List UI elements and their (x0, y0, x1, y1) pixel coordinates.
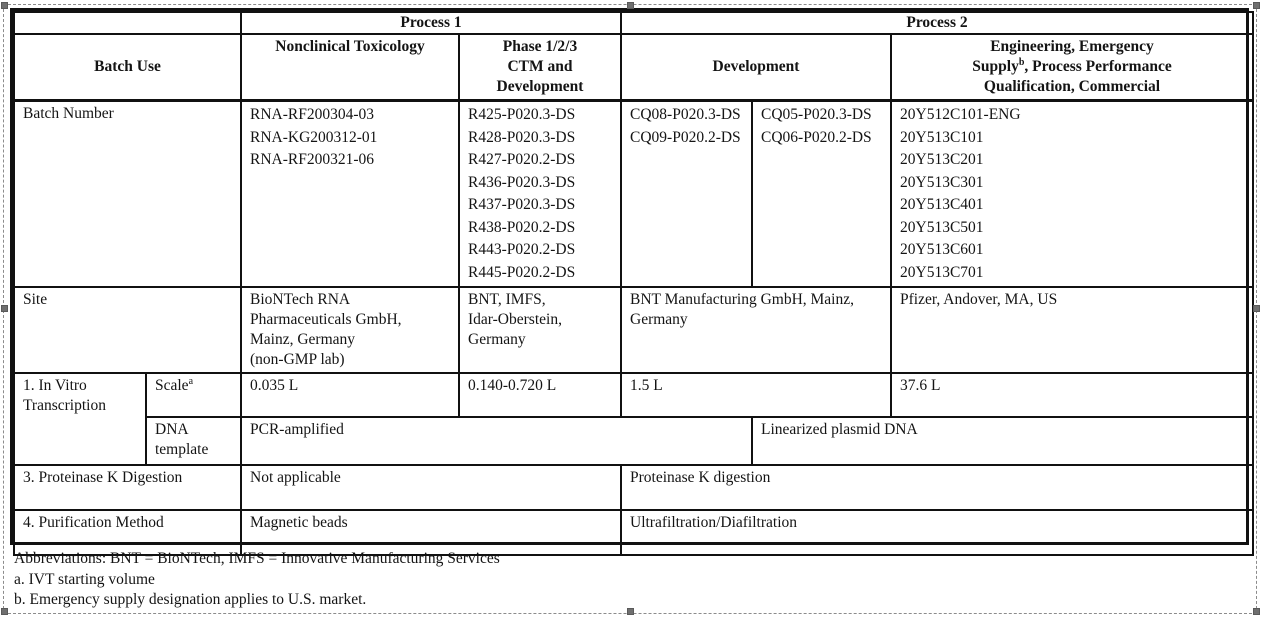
footnote-b-marker: b (1018, 56, 1025, 68)
cell-site-nonclinical: BioNTech RNA Pharmaceuticals GmbH, Mainz… (240, 286, 460, 374)
cell-batch-number-phase: R425-P020.3-DS R428-P020.3-DS R427-P020.… (458, 99, 622, 288)
footnote-block: Abbreviations: BNT = BioNTech, IMFS = In… (14, 549, 1214, 611)
dna-template-row: DNA template PCR-amplified Linearized pl… (14, 416, 1255, 466)
batch-use-table-grid: Process 1 Process 2 Batch Use Nonclinica… (13, 11, 1255, 556)
resize-handle-middle-left[interactable] (1, 305, 8, 312)
resize-handle-bottom-center[interactable] (627, 608, 634, 615)
resize-handle-bottom-right[interactable] (1253, 608, 1260, 615)
cell-proteinase-process1: Not applicable (240, 464, 622, 511)
footnote-a: a. IVT starting volume (14, 570, 155, 588)
process-header-spacer-cell (13, 11, 242, 35)
header-nonclinical-toxicology: Nonclinical Toxicology (240, 33, 460, 102)
cell-site-development: BNT Manufacturing GmbH, Mainz, Germany (620, 286, 892, 374)
cell-batch-number-nonclinical: RNA-RF200304-03 RNA-KG200312-01 RNA-RF20… (240, 99, 460, 288)
cell-purification-process2: Ultrafiltration/Diafiltration (619, 509, 1255, 556)
cell-proteinase-process2: Proteinase K digestion (619, 464, 1255, 511)
cell-batch-number-development-a: CQ08-P020.3-DS CQ09-P020.2-DS (620, 99, 753, 288)
cell-batch-number-engineering: 20Y512C101-ENG 20Y513C101 20Y513C201 20Y… (889, 99, 1255, 288)
footnote-b: b. Emergency supply designation applies … (14, 591, 367, 608)
resize-handle-bottom-left[interactable] (1, 608, 8, 615)
cell-scale-phase: 0.140-0.720 L (458, 372, 622, 418)
footnote-abbreviations: Abbreviations: BNT = BioNTech, IMFS = In… (14, 550, 500, 567)
cell-site-engineering: Pfizer, Andover, MA, US (889, 286, 1255, 374)
cell-scale-development: 1.5 L (620, 372, 892, 418)
row-label-purification: 4. Purification Method (13, 509, 242, 556)
header-process-2: Process 2 (619, 11, 1255, 35)
row-label-batch-number: Batch Number (13, 99, 242, 288)
proteinase-row: 3. Proteinase K Digestion Not applicable… (13, 464, 1255, 511)
header-batch-use: Batch Use (13, 33, 242, 102)
cell-scale-nonclinical: 0.035 L (240, 372, 460, 418)
cell-scale-engineering: 37.6 L (889, 372, 1255, 418)
cell-dna-template-plasmid: Linearized plasmid DNA (750, 416, 1255, 466)
resize-handle-top-right[interactable] (1253, 2, 1260, 9)
header-development: Development (620, 33, 892, 102)
column-header-row: Batch Use Nonclinical Toxicology Phase 1… (13, 33, 1255, 102)
header-phase-ctm-development: Phase 1/2/3 CTM and Development (458, 33, 622, 102)
batch-number-row: Batch Number RNA-RF200304-03 RNA-KG20031… (13, 99, 1255, 288)
footnote-a-marker: a (188, 375, 194, 387)
purification-row: 4. Purification Method Magnetic beads Ul… (13, 509, 1255, 556)
cell-batch-number-development-b: CQ05-P020.3-DS CQ06-P020.2-DS (751, 99, 892, 288)
cell-purification-process1: Magnetic beads (240, 509, 622, 556)
row-sublabel-scale: Scalea (145, 372, 242, 418)
row-label-in-vitro-transcription: 1. In Vitro Transcription (13, 372, 147, 466)
cell-site-phase: BNT, IMFS, Idar-Oberstein, Germany (458, 286, 622, 374)
cell-dna-template-pcr: PCR-amplified (240, 416, 753, 466)
site-row: Site BioNTech RNA Pharmaceuticals GmbH, … (13, 286, 1255, 374)
row-label-proteinase: 3. Proteinase K Digestion (13, 464, 242, 511)
header-engineering-line3: Qualification, Commercial (983, 78, 1161, 95)
scale-label: Scale (155, 377, 189, 394)
row-label-site: Site (13, 286, 242, 374)
resize-handle-middle-right[interactable] (1253, 305, 1260, 312)
process-header-row: Process 1 Process 2 (13, 11, 1255, 35)
batch-use-table: Process 1 Process 2 Batch Use Nonclinica… (10, 8, 1255, 556)
row-sublabel-dna-template: DNA template (145, 416, 242, 466)
header-engineering-line2b: , Process Performance (1024, 58, 1172, 75)
resize-handle-top-left[interactable] (1, 2, 8, 9)
header-engineering-commercial: Engineering, Emergency Supplyb, Process … (889, 33, 1255, 102)
header-engineering-line2: Supply (972, 58, 1019, 75)
resize-handle-top-center[interactable] (627, 2, 634, 9)
header-engineering-line1: Engineering, Emergency (990, 38, 1154, 55)
ivt-scale-row: 1. In Vitro Transcription Scalea 0.035 L… (13, 372, 1255, 466)
header-process-1: Process 1 (240, 11, 622, 35)
